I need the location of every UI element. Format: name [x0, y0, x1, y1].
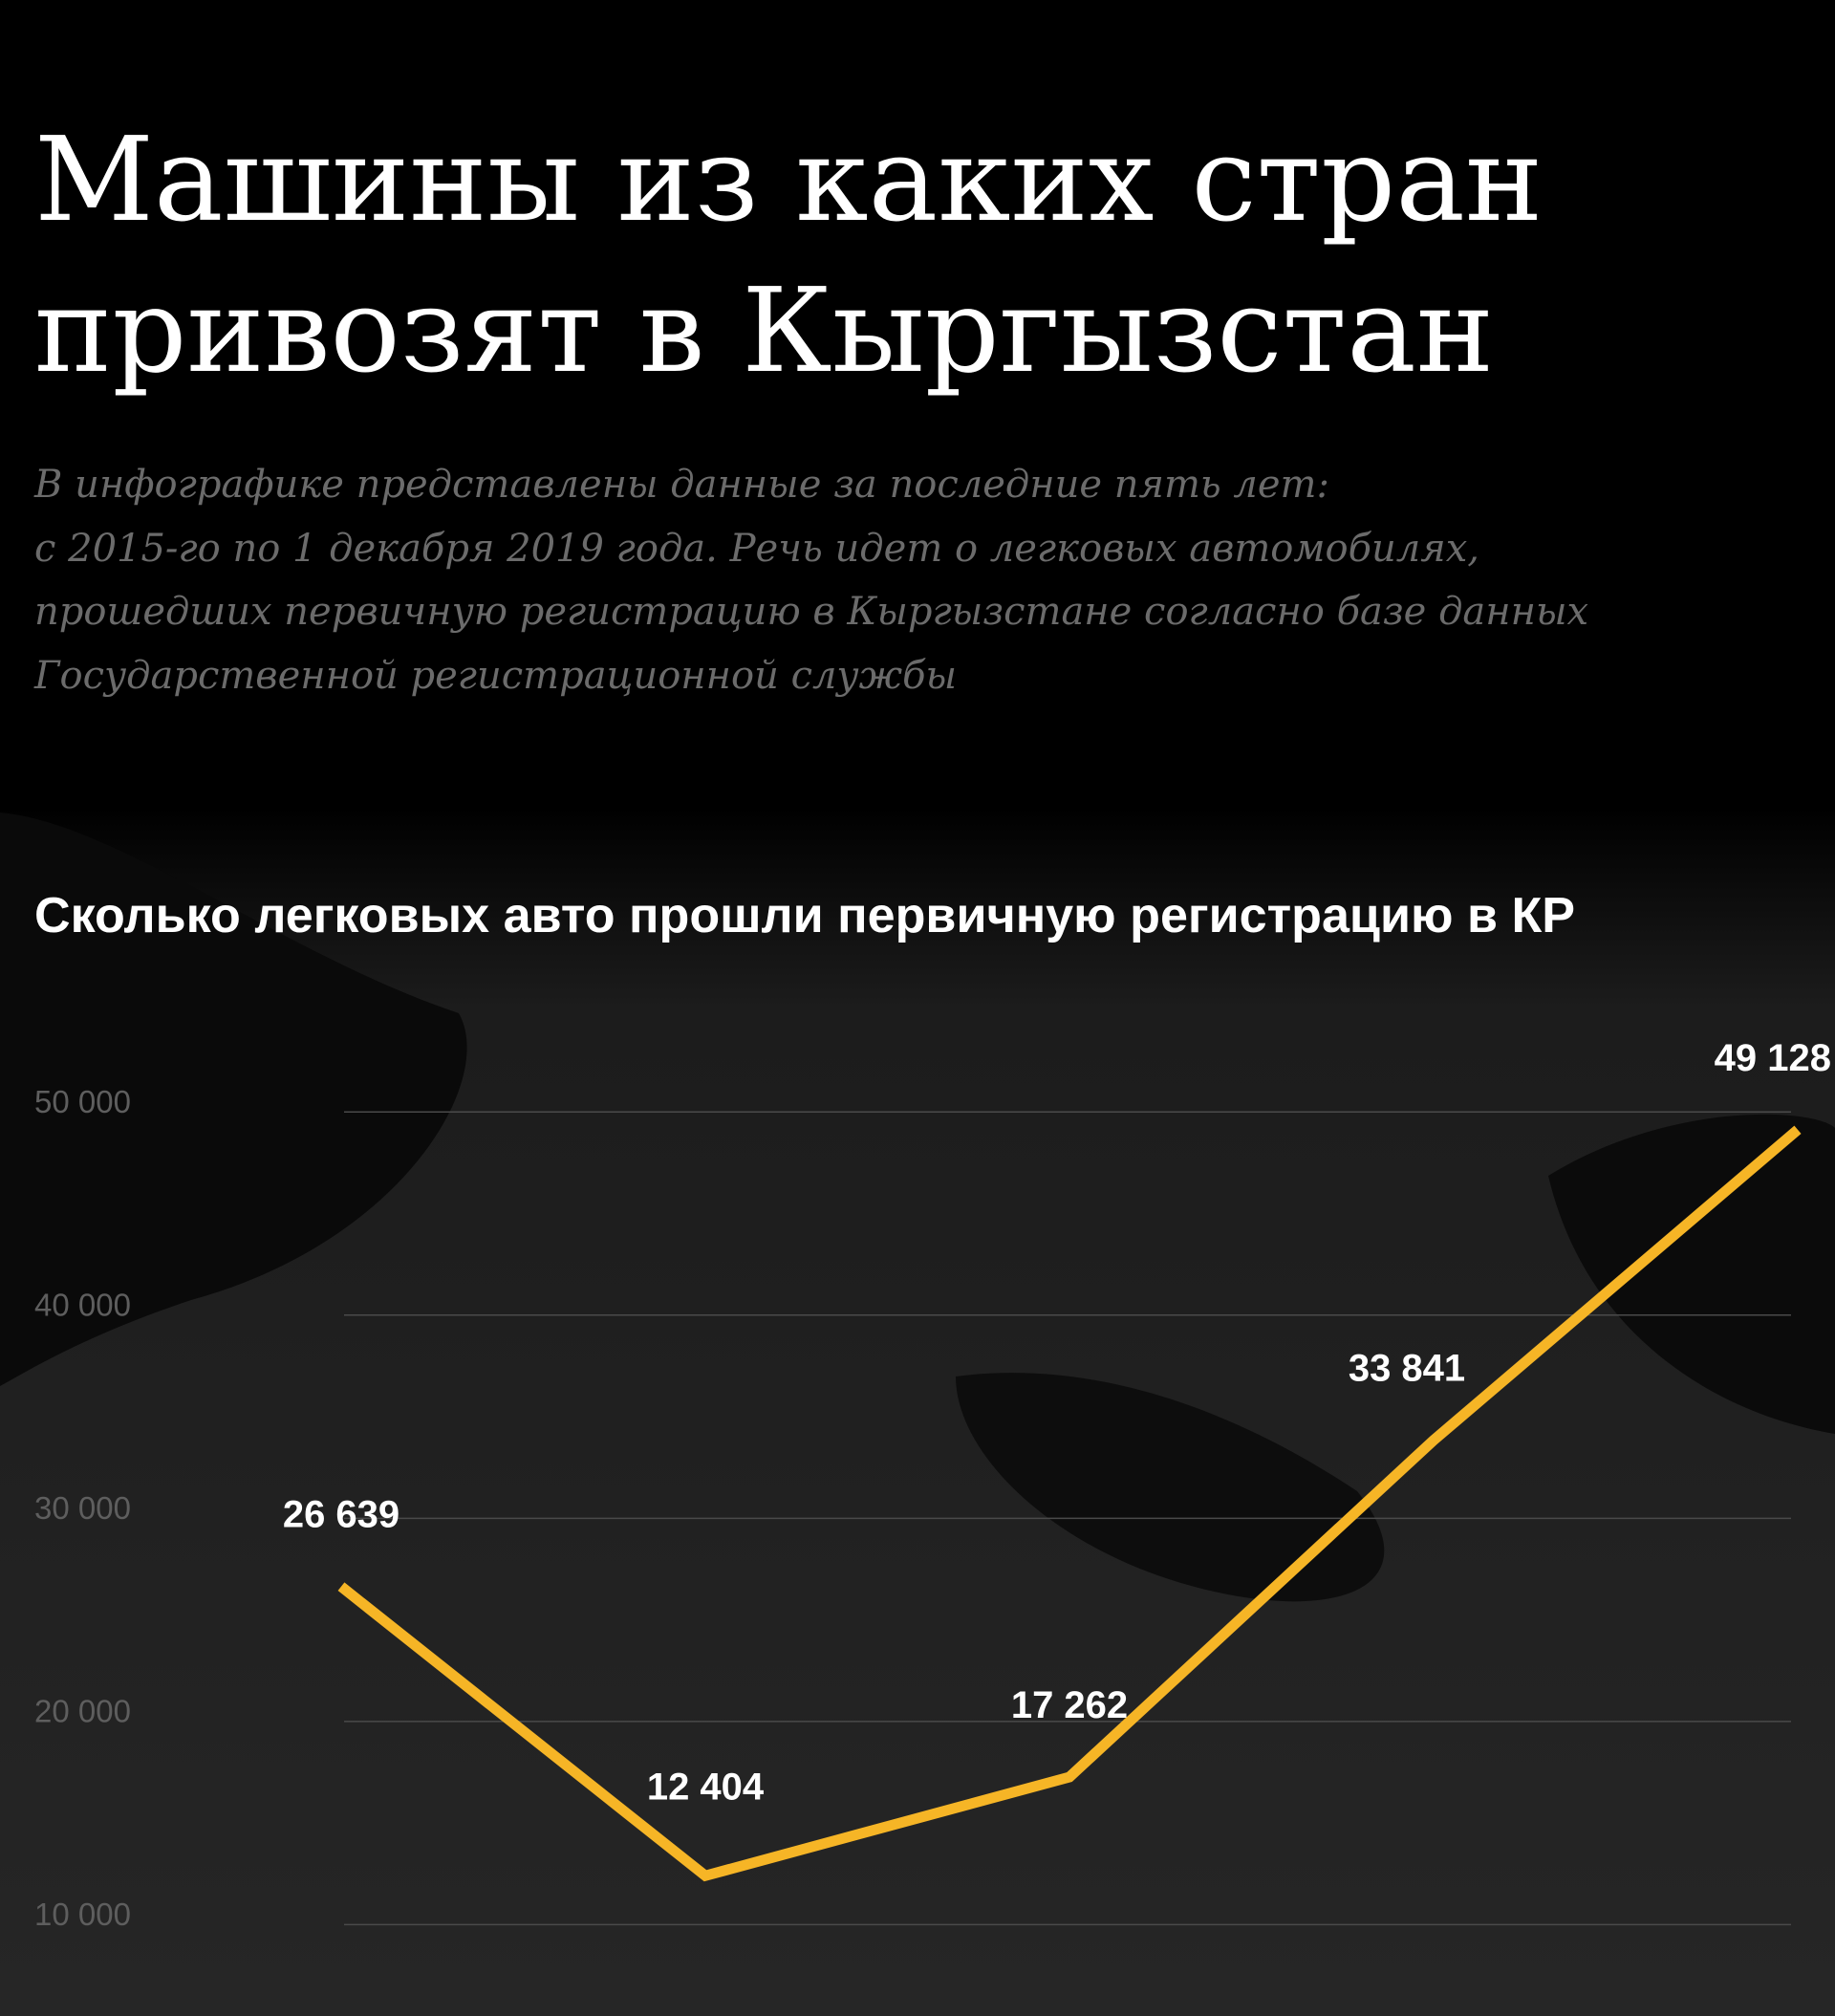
description-line: прошедших первичную регистрацию в Кыргыз…: [34, 590, 1588, 634]
map-shape: [956, 1373, 1385, 1602]
description-line: с 2015-го по 1 декабря 2019 года. Речь и…: [34, 527, 1479, 571]
y-tick-label: 40 000: [34, 1288, 131, 1323]
value-label: 33 841: [1349, 1348, 1465, 1390]
map-shape: [1548, 1114, 1835, 1434]
value-label: 12 404: [647, 1766, 765, 1808]
description-line: В инфографике представлены данные за пос…: [33, 463, 1329, 507]
value-label: 17 262: [1011, 1684, 1128, 1726]
chart-title: Сколько легковых авто прошли первичную р…: [34, 888, 1575, 943]
y-tick-label: 20 000: [34, 1694, 131, 1729]
map-shape: [0, 813, 467, 1386]
value-label: 49 128: [1715, 1037, 1831, 1079]
line: [337, 1125, 1802, 1882]
value-label: 26 639: [283, 1494, 399, 1536]
description-line: Государственной регистрационной службы: [33, 654, 957, 698]
y-tick-label: 50 000: [34, 1084, 131, 1119]
title-line: привозят в Кыргызстан: [34, 263, 1494, 399]
y-tick-label: 30 000: [34, 1490, 131, 1526]
plot: 10 000 20 000 30 000 40 000 50 000 26 639 12 4…: [34, 1037, 1831, 1932]
title-line: Машины из каких стран: [34, 112, 1543, 248]
y-tick-label: 10 000: [34, 1897, 131, 1932]
